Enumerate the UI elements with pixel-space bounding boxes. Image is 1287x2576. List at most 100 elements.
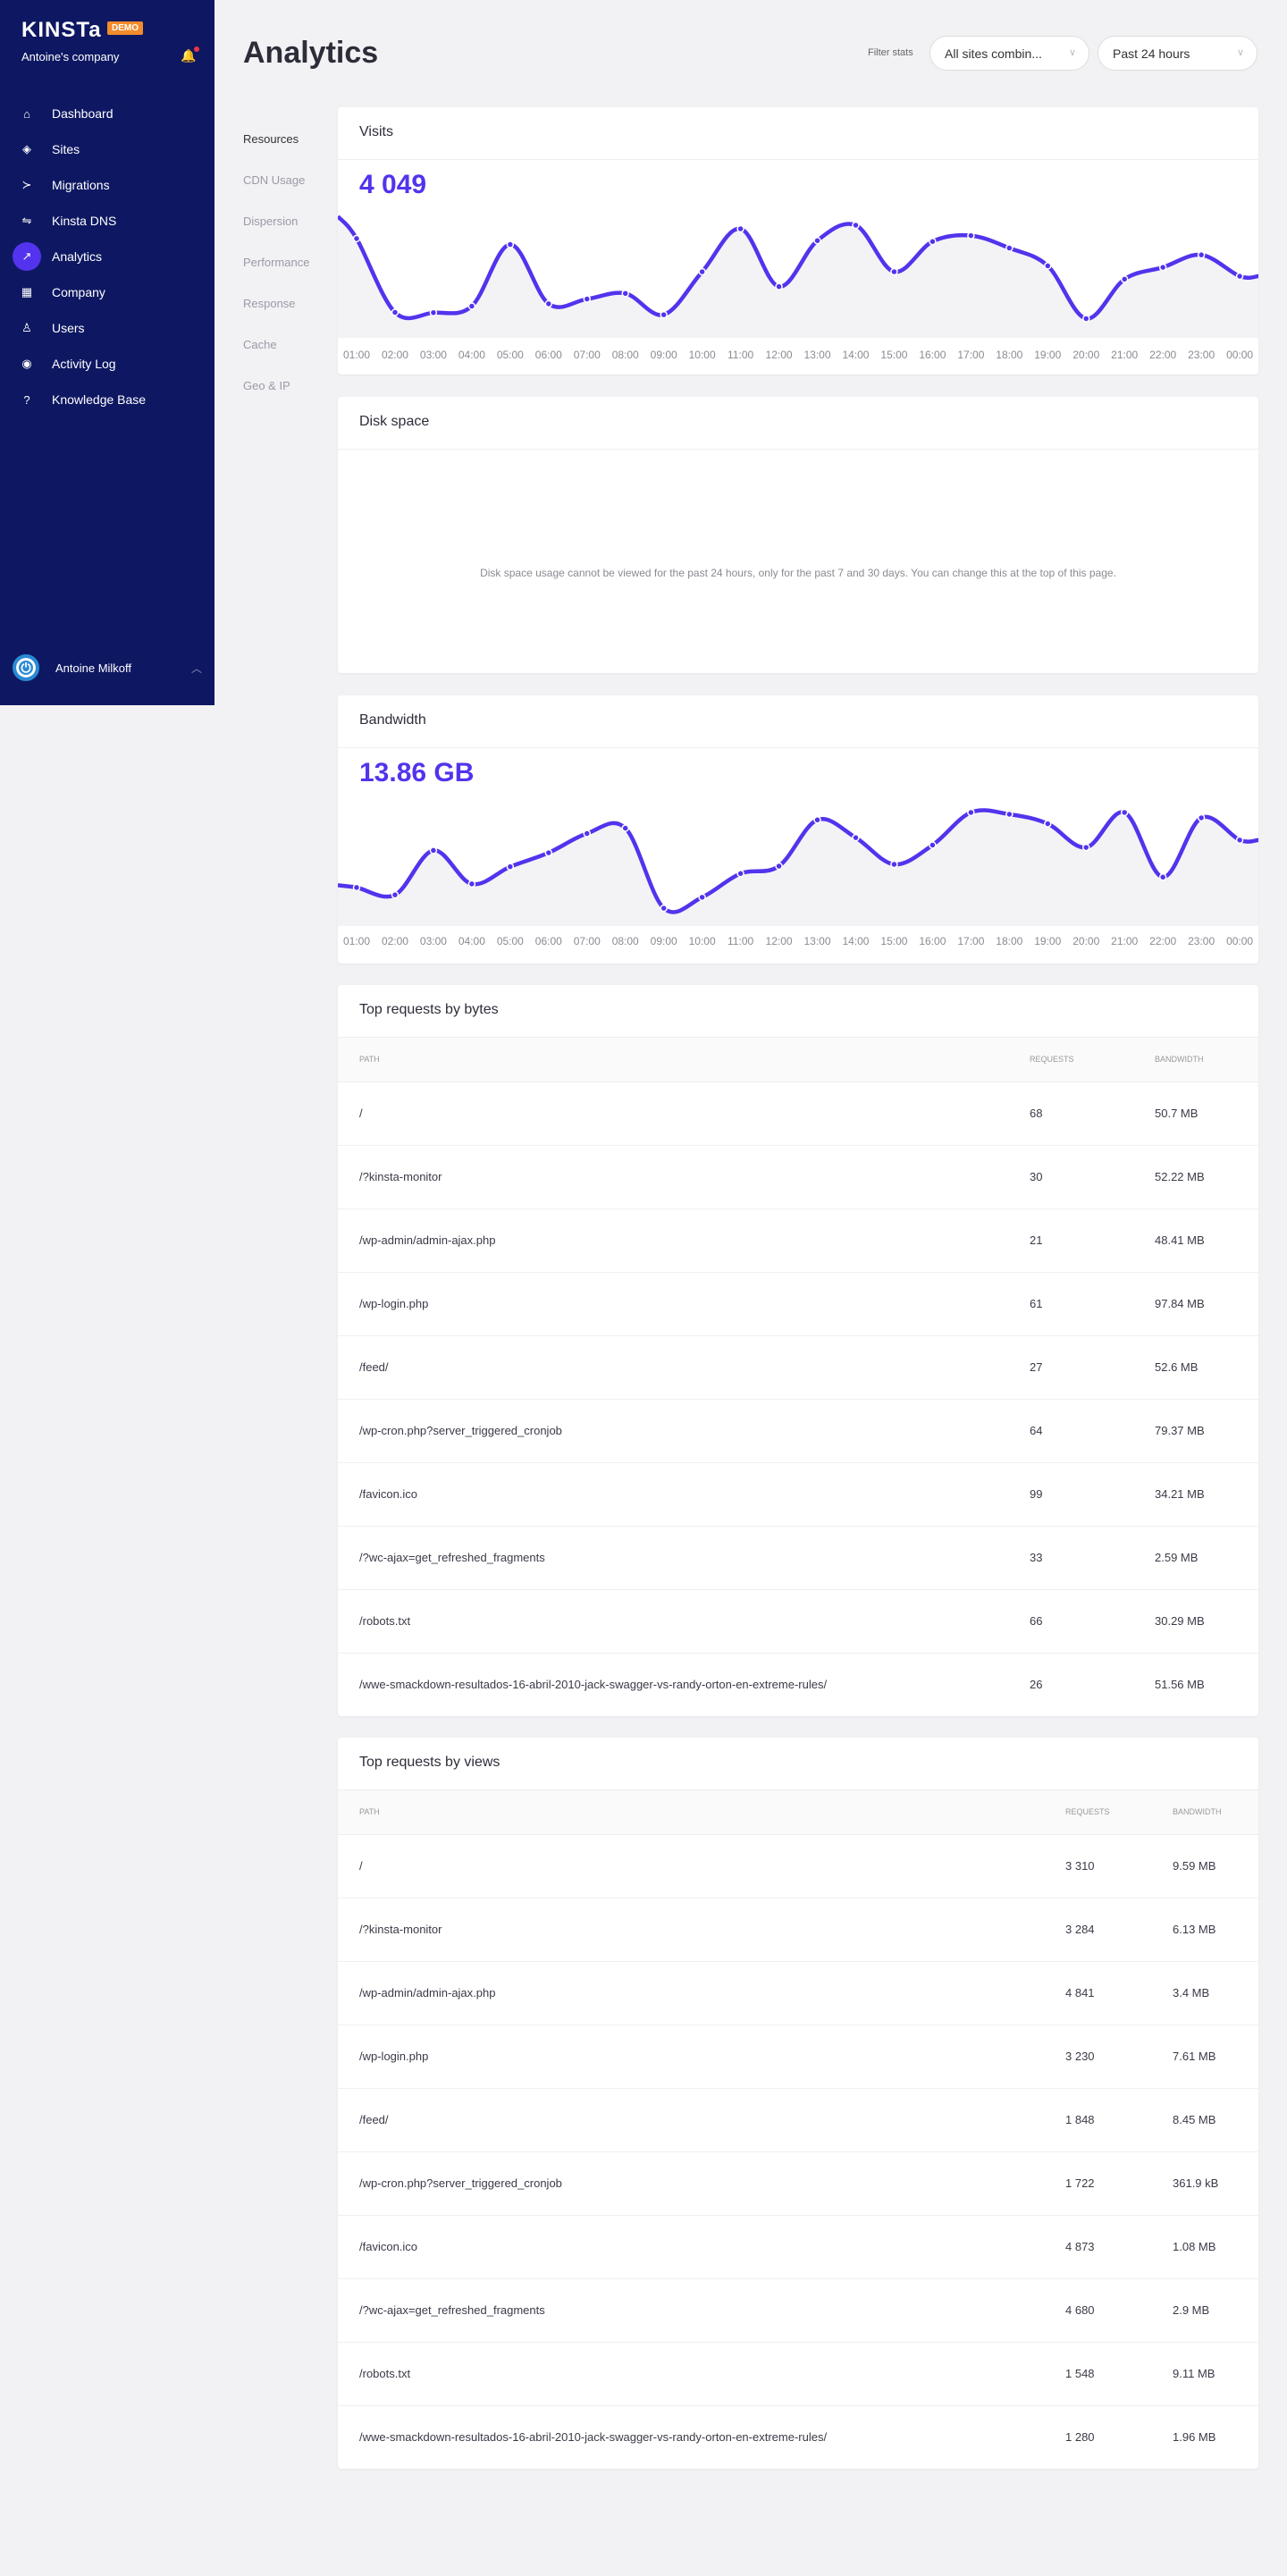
data-point[interactable] — [467, 302, 476, 310]
path-cell[interactable]: / — [338, 1834, 1065, 1898]
data-point[interactable] — [1081, 315, 1090, 323]
data-point[interactable] — [1005, 244, 1014, 252]
data-point[interactable] — [1158, 263, 1167, 272]
chevron-up-icon[interactable]: ︿ — [190, 661, 202, 675]
path-cell[interactable]: /favicon.ico — [338, 1462, 1030, 1527]
path-cell[interactable]: /wp-login.php — [338, 1272, 1030, 1336]
data-point[interactable] — [506, 863, 515, 871]
sidebar-item-company[interactable]: ▦ Company — [0, 274, 214, 310]
sidebar-item-migrations[interactable]: ≻ Migrations — [0, 167, 214, 203]
data-point[interactable] — [1044, 262, 1052, 270]
sidebar-item-activity-log[interactable]: ◉ Activity Log — [0, 346, 214, 382]
data-point[interactable] — [660, 904, 668, 913]
path-cell[interactable]: /wwe-smackdown-resultados-16-abril-2010-… — [359, 1678, 828, 1692]
column-header[interactable]: Bandwidth — [1173, 1790, 1258, 1835]
column-header[interactable]: Path — [338, 1038, 1030, 1082]
subnav-performance[interactable]: Performance — [243, 256, 310, 269]
data-point[interactable] — [429, 308, 438, 317]
data-point[interactable] — [852, 833, 860, 842]
sidebar-item-knowledge-base[interactable]: ? Knowledge Base — [0, 382, 214, 417]
sidebar-item-analytics[interactable]: ↗ Analytics — [0, 239, 214, 274]
bell-icon[interactable]: 🔔 — [181, 46, 200, 63]
data-point[interactable] — [1120, 275, 1129, 283]
data-point[interactable] — [391, 890, 400, 899]
path-cell[interactable]: /favicon.ico — [338, 2215, 1065, 2279]
column-header[interactable]: Requests — [1065, 1790, 1173, 1835]
site-select[interactable]: All sites combin... ∨ — [930, 36, 1089, 71]
data-point[interactable] — [467, 880, 476, 888]
data-point[interactable] — [890, 267, 898, 276]
data-point[interactable] — [929, 841, 937, 849]
data-point[interactable] — [1197, 813, 1206, 822]
column-header[interactable]: Path — [338, 1790, 1065, 1835]
path-cell[interactable]: /wp-admin/admin-ajax.php — [338, 1208, 1030, 1273]
data-point[interactable] — [544, 299, 553, 308]
path-cell[interactable]: /?kinsta-monitor — [338, 1898, 1065, 1962]
path-cell[interactable]: /robots.txt — [338, 1589, 1030, 1654]
data-point[interactable] — [391, 308, 400, 316]
data-point[interactable] — [660, 310, 668, 319]
subnav-resources[interactable]: Resources — [243, 132, 299, 146]
data-point[interactable] — [736, 224, 744, 233]
data-point[interactable] — [506, 240, 515, 248]
path-cell[interactable]: /feed/ — [338, 2088, 1065, 2152]
data-point[interactable] — [429, 846, 438, 854]
x-tick-label: 03:00 — [419, 349, 447, 361]
data-point[interactable] — [1081, 843, 1090, 852]
data-point[interactable] — [352, 883, 361, 892]
data-point[interactable] — [621, 824, 629, 832]
sidebar-item-users[interactable]: ♙ Users — [0, 310, 214, 346]
company-name[interactable]: Antoine's company — [21, 50, 120, 63]
path-cell[interactable]: /?wc-ajax=get_refreshed_fragments — [338, 1526, 1030, 1590]
sidebar-item-dashboard[interactable]: ⌂ Dashboard — [0, 96, 214, 131]
path-cell[interactable]: /robots.txt — [338, 2342, 1065, 2406]
data-point[interactable] — [544, 848, 553, 857]
data-point[interactable] — [1197, 250, 1206, 259]
path-cell[interactable]: /?wc-ajax=get_refreshed_fragments — [338, 2278, 1065, 2343]
path-cell[interactable]: / — [338, 1082, 1030, 1146]
subnav-cdn-usage[interactable]: CDN Usage — [243, 173, 306, 187]
path-cell[interactable]: /wwe-smackdown-resultados-16-abril-2010-… — [359, 2430, 828, 2445]
column-header[interactable]: Requests — [1030, 1038, 1155, 1082]
path-cell[interactable]: /feed/ — [338, 1335, 1030, 1400]
subnav-dispersion[interactable]: Dispersion — [243, 215, 299, 228]
data-point[interactable] — [813, 236, 821, 245]
sidebar-item-kinsta-dns[interactable]: ⇋ Kinsta DNS — [0, 203, 214, 239]
data-point[interactable] — [852, 221, 860, 230]
kinsta-logo[interactable]: KINSTa — [21, 18, 102, 42]
data-point[interactable] — [621, 290, 629, 298]
data-point[interactable] — [736, 870, 744, 878]
path-cell[interactable]: /wp-admin/admin-ajax.php — [338, 1961, 1065, 2025]
data-point[interactable] — [813, 816, 821, 824]
user-menu[interactable]: ⏻ Antoine Milkoff ︿ — [13, 654, 202, 681]
data-point[interactable] — [1005, 810, 1014, 819]
period-select[interactable]: Past 24 hours ∨ — [1098, 36, 1258, 71]
data-point[interactable] — [1158, 873, 1167, 881]
path-cell[interactable]: /?kinsta-monitor — [338, 1145, 1030, 1209]
data-point[interactable] — [775, 862, 783, 871]
path-cell[interactable]: /wp-cron.php?server_triggered_cronjob — [338, 1399, 1030, 1463]
path-cell[interactable]: /wp-login.php — [338, 2025, 1065, 2089]
data-point[interactable] — [1120, 808, 1129, 817]
data-point[interactable] — [1235, 272, 1244, 281]
data-point[interactable] — [929, 237, 937, 246]
data-point[interactable] — [967, 808, 975, 817]
subnav-cache[interactable]: Cache — [243, 338, 277, 351]
data-point[interactable] — [583, 295, 592, 303]
sidebar-item-sites[interactable]: ◈ Sites — [0, 131, 214, 167]
column-header[interactable]: Bandwidth — [1155, 1038, 1258, 1082]
subnav-geo-ip[interactable]: Geo & IP — [243, 379, 290, 392]
data-point[interactable] — [352, 234, 361, 243]
data-point[interactable] — [698, 893, 706, 902]
data-point[interactable] — [1235, 836, 1244, 845]
bandwidth-cell: 97.84 MB — [1155, 1272, 1258, 1336]
path-cell[interactable]: /wp-cron.php?server_triggered_cronjob — [338, 2151, 1065, 2216]
data-point[interactable] — [1044, 820, 1052, 828]
data-point[interactable] — [775, 282, 783, 290]
bandwidth-cell: 8.45 MB — [1173, 2088, 1258, 2152]
data-point[interactable] — [698, 267, 706, 276]
data-point[interactable] — [583, 829, 592, 838]
subnav-response[interactable]: Response — [243, 297, 296, 310]
data-point[interactable] — [967, 232, 975, 240]
data-point[interactable] — [890, 860, 898, 869]
